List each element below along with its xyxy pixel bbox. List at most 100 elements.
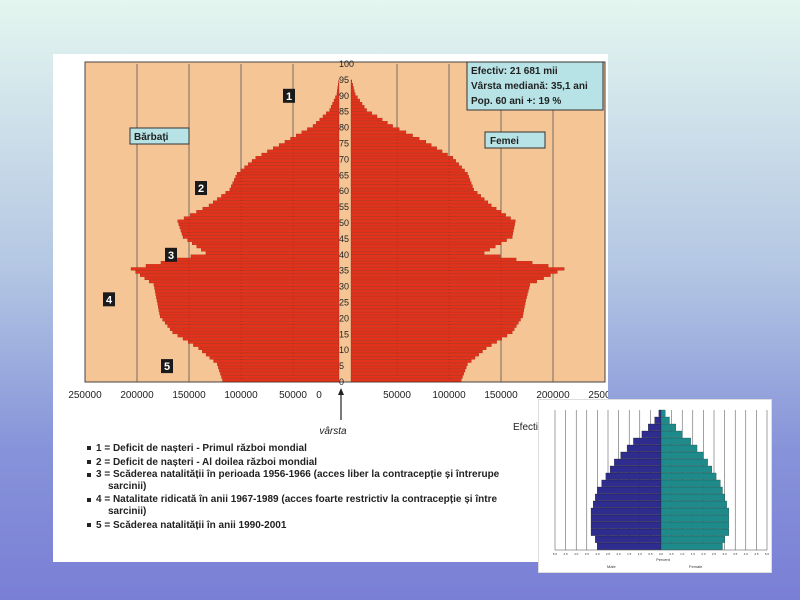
age-tick-label: 95 [339, 75, 349, 85]
bar-male [190, 254, 340, 258]
small-bar-female [660, 493, 725, 501]
bar-female [350, 143, 432, 147]
bar-female [350, 136, 420, 141]
small-bar-male [654, 416, 662, 424]
small-bar-female [660, 486, 723, 494]
age-tick-label: 25 [339, 298, 349, 308]
age-tick-label: 45 [339, 234, 349, 244]
right-series-label: Femei [490, 136, 519, 147]
small-bar-male [620, 451, 662, 459]
bar-female [350, 378, 462, 382]
x-tick-label: 100000 [432, 390, 466, 401]
bar-male [208, 203, 340, 207]
x-tick-label: 150000 [172, 390, 206, 401]
bar-male [196, 245, 340, 249]
bar-female [350, 219, 516, 223]
bar-male [337, 86, 340, 90]
bar-female [350, 235, 513, 239]
bar-female [350, 283, 531, 287]
small-bar-male [601, 479, 662, 487]
bar-female [350, 267, 565, 271]
bar-male [218, 365, 340, 370]
bar-female [350, 178, 471, 182]
annotation-marker: 3 [168, 250, 174, 262]
bar-male [322, 114, 340, 118]
bar-female [350, 89, 355, 93]
bar-female [350, 327, 515, 331]
bar-male [312, 124, 340, 128]
bar-male [159, 315, 340, 319]
bar-female [350, 232, 513, 236]
bar-female [350, 324, 517, 328]
small-bar-male [641, 430, 662, 438]
bar-male [182, 235, 340, 239]
legend-item-4: 4 = Natalitate ridicată în anii 1967-198… [87, 494, 557, 517]
legend-item-3-line-2: sarcinii) [108, 480, 147, 492]
bar-female [350, 210, 502, 214]
bar-male [284, 140, 340, 144]
annotation-marker-bg [161, 359, 173, 374]
bar-female [350, 289, 529, 293]
bar-male [217, 197, 340, 201]
x-tick-label: 150000 [484, 390, 518, 401]
bar-female [350, 159, 456, 163]
bar-male [319, 117, 340, 121]
bar-male [156, 295, 340, 300]
small-bar-male [590, 521, 662, 529]
bar-female [350, 102, 363, 106]
bar-male [196, 210, 340, 214]
bar-female [350, 229, 514, 233]
small-x-tick: 1.0 [680, 552, 685, 556]
bar-female [350, 121, 388, 125]
bar-male [160, 261, 340, 265]
small-bar-male [633, 437, 662, 445]
info-line-2: Vârsta mediană: 35,1 ani [471, 81, 588, 92]
bar-female [350, 308, 524, 312]
bar-male [220, 372, 340, 376]
age-tick-label: 80 [339, 123, 349, 133]
bar-female [350, 245, 496, 249]
bar-male [307, 127, 340, 131]
legend-item-3: 3 = Scăderea natalității în perioada 195… [87, 469, 557, 492]
bar-male [290, 136, 340, 141]
small-bar-male [593, 500, 662, 508]
bar-male [201, 248, 340, 252]
bar-male [296, 133, 340, 137]
bar-male [177, 219, 340, 223]
bar-female [350, 181, 472, 185]
bar-female [350, 299, 526, 303]
bar-male [329, 108, 340, 112]
bar-female [350, 206, 497, 211]
legend-item-2: 2 = Deficit de nașteri - Al doilea războ… [87, 456, 557, 470]
bar-male [159, 311, 340, 315]
bar-male [234, 178, 340, 182]
bar-female [350, 168, 465, 172]
bar-female [350, 346, 487, 350]
bar-male [154, 289, 340, 293]
small-bar-female [660, 430, 683, 438]
bar-male [221, 194, 340, 198]
bar-female [350, 305, 525, 309]
bar-female [350, 248, 490, 252]
age-tick-label: 70 [339, 154, 349, 164]
bar-male [225, 191, 340, 195]
bar-female [350, 130, 407, 134]
bar-male [135, 270, 340, 274]
bar-male [183, 216, 340, 220]
bar-female [350, 140, 427, 144]
bar-female [350, 261, 533, 265]
small-x-tick: 3.5 [733, 552, 738, 556]
small-x-tick: 3.5 [585, 552, 590, 556]
bar-male [232, 181, 340, 185]
bar-male [155, 292, 340, 296]
bar-female [350, 197, 485, 201]
small-x-tick: 3.0 [595, 552, 600, 556]
small-bar-female [660, 423, 676, 431]
bar-female [350, 171, 468, 176]
info-box [466, 61, 604, 111]
bar-male [164, 321, 340, 325]
bar-male [248, 162, 340, 166]
bar-male [162, 318, 340, 322]
bar-male [335, 95, 340, 99]
bar-female [350, 273, 551, 277]
